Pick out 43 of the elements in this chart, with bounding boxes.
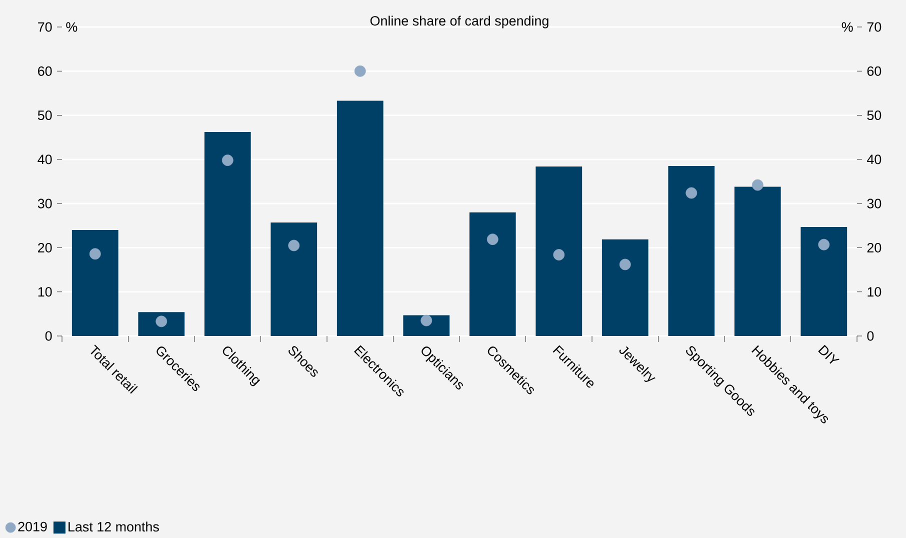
- legend-label: Last 12 months: [68, 522, 159, 532]
- annotation: %: [842, 22, 853, 32]
- y2-tick-label: 0: [45, 331, 52, 341]
- point: [288, 240, 300, 252]
- legend-label: 2019: [18, 522, 47, 532]
- point: [486, 234, 498, 246]
- bar: [270, 222, 318, 336]
- point: [686, 187, 698, 199]
- annotation: %: [66, 22, 78, 32]
- y2-tick-label: 30: [38, 198, 52, 208]
- y-tick-label: 0: [867, 331, 874, 341]
- y2-tick-label: 60: [38, 66, 52, 76]
- bar: [72, 230, 118, 336]
- bar: [800, 226, 848, 336]
- bar: [469, 212, 516, 336]
- y-tick-label: 30: [867, 198, 882, 208]
- bar: [336, 100, 384, 336]
- x-tick-label: DIY: [818, 344, 840, 364]
- y-tick-label: 50: [867, 110, 882, 120]
- point: [354, 65, 366, 77]
- y2-tick-label: 20: [38, 242, 52, 252]
- y2-tick-label: 70: [38, 22, 52, 32]
- bar: [668, 166, 715, 336]
- point: [89, 248, 101, 260]
- bar: [536, 166, 582, 336]
- bar: [734, 186, 781, 336]
- point: [752, 179, 764, 191]
- chart-title: Online share of card spending: [370, 16, 548, 28]
- point: [818, 238, 830, 250]
- y2-tick-label: 10: [38, 287, 52, 297]
- y2-tick-label: 50: [38, 110, 52, 120]
- y-tick-label: 20: [867, 242, 882, 252]
- y-tick-label: 70: [867, 22, 882, 32]
- y-tick-label: 10: [868, 287, 882, 297]
- point: [553, 249, 565, 260]
- bar: [204, 132, 251, 336]
- bar: [602, 239, 648, 336]
- point: [222, 154, 234, 166]
- y2-tick-label: 40: [38, 154, 52, 164]
- y-tick-label: 60: [867, 66, 882, 76]
- point: [619, 258, 631, 270]
- y-tick-label: 40: [867, 154, 882, 164]
- bar: [138, 312, 185, 336]
